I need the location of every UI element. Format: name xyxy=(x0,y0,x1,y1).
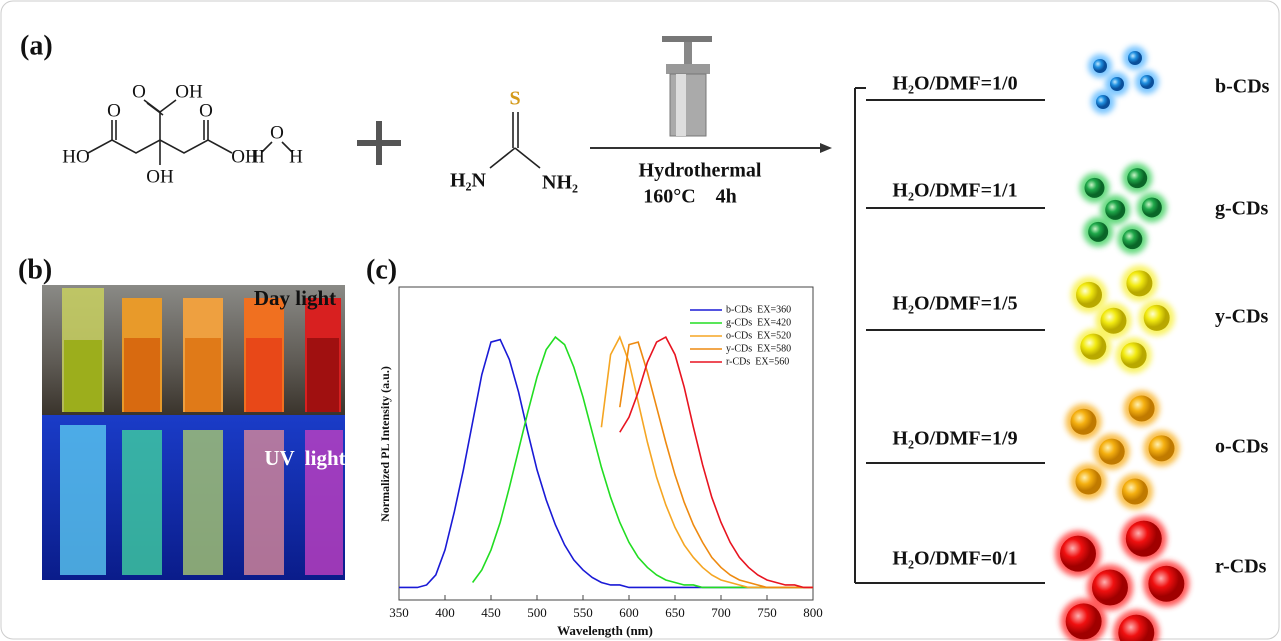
atom-label: H xyxy=(289,146,303,167)
autoclave-icon xyxy=(662,36,712,136)
particle xyxy=(1140,75,1154,89)
particle xyxy=(1060,536,1096,572)
atom-label: NH₂ xyxy=(542,172,578,194)
x-tick-label: 550 xyxy=(573,605,593,620)
x-tick-label: 750 xyxy=(757,605,777,620)
atom-label: O xyxy=(107,100,121,121)
particle xyxy=(1066,603,1102,639)
atom-label: O xyxy=(270,122,284,143)
x-tick-label: 650 xyxy=(665,605,685,620)
cuvette-photo xyxy=(42,285,345,580)
particle xyxy=(1099,439,1125,465)
particle xyxy=(1076,282,1102,308)
particle xyxy=(1096,95,1110,109)
x-tick-label: 500 xyxy=(527,605,547,620)
series-line xyxy=(399,340,813,588)
arrow-head xyxy=(820,143,832,153)
legend-label: y-CDs EX=580 xyxy=(726,343,791,354)
particle xyxy=(1128,51,1142,65)
figure: (a) (b) (c) HO O O OH O OH OH H O H S H₂… xyxy=(0,0,1281,641)
legend-label: b-CDs EX=360 xyxy=(726,304,791,315)
atom-label: OH xyxy=(146,166,174,187)
y-axis-title: Normalized PL Intensity (a.u.) xyxy=(378,366,392,522)
plus-sign xyxy=(357,121,401,165)
bracket xyxy=(855,88,866,583)
particle xyxy=(1149,435,1175,461)
panel-label: (c) xyxy=(366,254,397,285)
x-tick-label: 600 xyxy=(619,605,639,620)
solvent-ratio: H₂O/DMF=1/9 xyxy=(892,428,1017,450)
atom-label: O xyxy=(132,81,146,102)
x-tick-label: 700 xyxy=(711,605,731,620)
particle xyxy=(1071,409,1097,435)
particle xyxy=(1100,308,1126,334)
particle xyxy=(1148,566,1184,602)
particle xyxy=(1142,197,1162,217)
series-line xyxy=(620,342,813,587)
condition: Hydrothermal xyxy=(639,160,762,182)
product-label: y-CDs xyxy=(1215,306,1269,328)
atom-label: S xyxy=(509,88,520,110)
particle xyxy=(1121,342,1147,368)
particle xyxy=(1126,270,1152,296)
solvent-ratio: H₂O/DMF=1/1 xyxy=(892,180,1017,202)
x-tick-label: 350 xyxy=(389,605,409,620)
x-tick-label: 800 xyxy=(803,605,823,620)
atom-label: OH xyxy=(175,81,203,102)
particle xyxy=(1105,200,1125,220)
x-axis-title: Wavelength (nm) xyxy=(557,623,653,638)
atom-label: O xyxy=(199,100,213,121)
product-label: o-CDs xyxy=(1215,436,1269,458)
particle xyxy=(1110,77,1124,91)
atom-label: H₂N xyxy=(450,170,487,192)
product-label: r-CDs xyxy=(1215,556,1267,578)
panel-label: (a) xyxy=(20,30,53,61)
particle xyxy=(1080,334,1106,360)
panel-label: (b) xyxy=(18,254,52,285)
photo-caption: Day light xyxy=(254,286,336,310)
particle xyxy=(1127,168,1147,188)
legend-label: r-CDs EX=560 xyxy=(726,356,789,367)
particle xyxy=(1093,59,1107,73)
particle xyxy=(1144,305,1170,331)
solvent-ratio: H₂O/DMF=0/1 xyxy=(892,548,1017,570)
particle xyxy=(1088,222,1108,242)
legend-label: g-CDs EX=420 xyxy=(726,317,791,328)
photo-caption: UV light xyxy=(264,446,345,470)
solvent-ratio: H₂O/DMF=1/0 xyxy=(892,73,1017,95)
particle xyxy=(1126,521,1162,557)
legend-label: o-CDs EX=520 xyxy=(726,330,791,341)
particle xyxy=(1129,395,1155,421)
atom-label: HO xyxy=(62,146,89,167)
particle xyxy=(1122,478,1148,504)
atom-label: H xyxy=(251,146,265,167)
particle xyxy=(1092,570,1128,606)
particle xyxy=(1085,178,1105,198)
particle xyxy=(1075,469,1101,495)
x-tick-label: 450 xyxy=(481,605,501,620)
particle xyxy=(1122,229,1142,249)
product-label: b-CDs xyxy=(1215,76,1270,98)
x-tick-label: 400 xyxy=(435,605,455,620)
thiourea-bonds xyxy=(490,112,540,168)
solvent-ratio: H₂O/DMF=1/5 xyxy=(892,293,1017,315)
condition: 160°C 4h xyxy=(643,186,737,208)
product-label: g-CDs xyxy=(1215,198,1269,220)
